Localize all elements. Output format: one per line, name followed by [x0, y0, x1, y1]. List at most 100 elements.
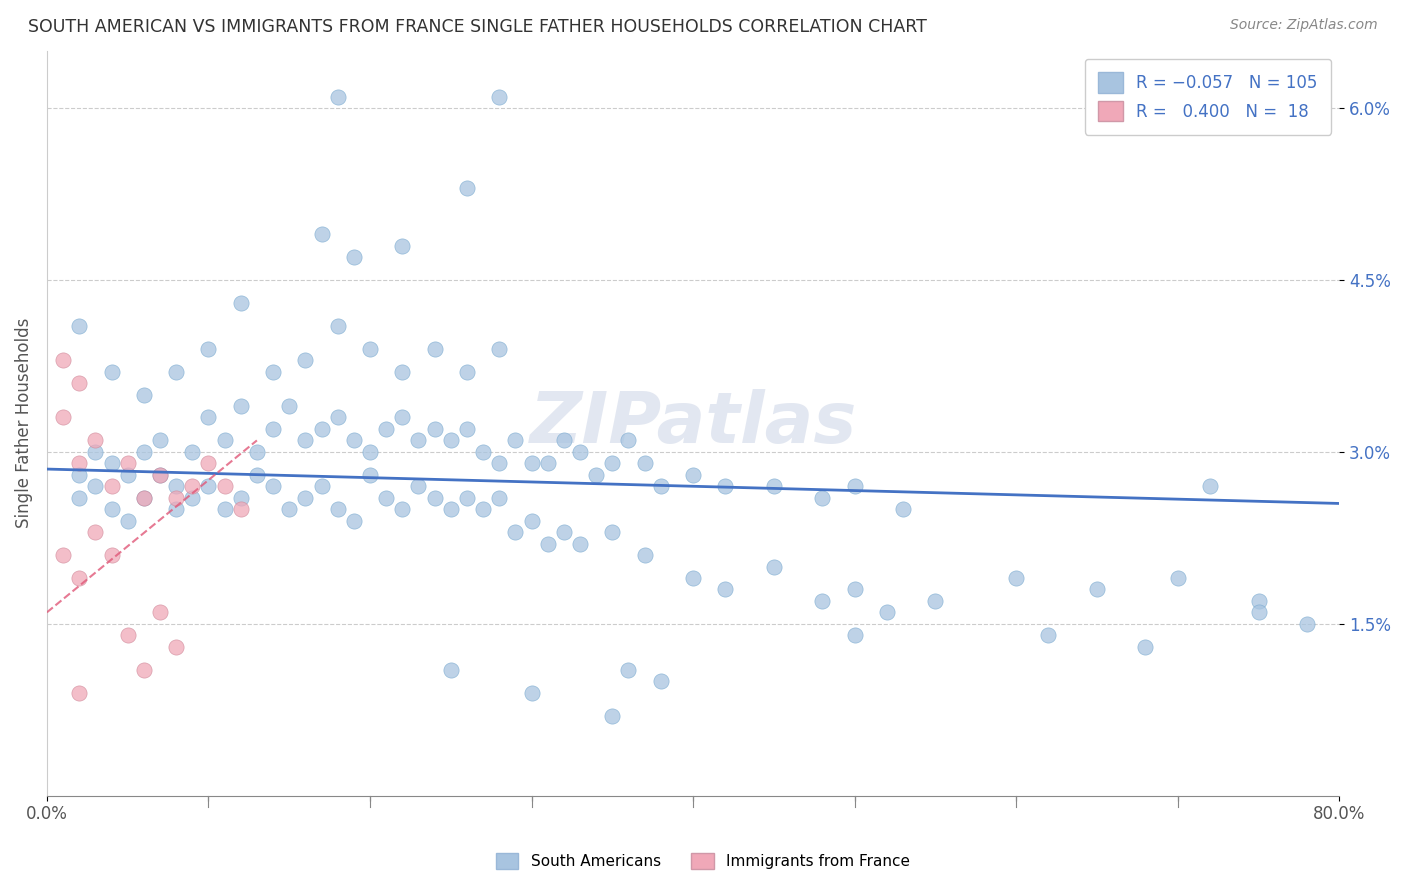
Point	[343, 514, 366, 528]
Point	[505, 525, 527, 540]
Point	[84, 525, 107, 540]
Point	[440, 434, 463, 448]
Point	[569, 536, 592, 550]
Point	[67, 376, 90, 390]
Point	[714, 582, 737, 597]
Point	[1199, 479, 1222, 493]
Point	[488, 342, 510, 356]
Point	[262, 422, 284, 436]
Point	[375, 422, 398, 436]
Point	[149, 605, 172, 619]
Point	[165, 479, 187, 493]
Point	[391, 410, 413, 425]
Point	[181, 491, 204, 505]
Point	[132, 491, 155, 505]
Point	[149, 467, 172, 482]
Point	[100, 502, 122, 516]
Point	[278, 502, 301, 516]
Point	[67, 491, 90, 505]
Point	[359, 467, 381, 482]
Point	[326, 89, 349, 103]
Point	[132, 445, 155, 459]
Point	[117, 456, 139, 470]
Point	[650, 479, 672, 493]
Point	[811, 594, 834, 608]
Point	[505, 434, 527, 448]
Point	[117, 467, 139, 482]
Point	[52, 548, 75, 562]
Point	[311, 227, 333, 241]
Point	[1135, 640, 1157, 654]
Point	[456, 422, 478, 436]
Point	[294, 434, 316, 448]
Point	[391, 502, 413, 516]
Point	[311, 422, 333, 436]
Point	[149, 467, 172, 482]
Point	[67, 467, 90, 482]
Point	[84, 445, 107, 459]
Point	[294, 353, 316, 368]
Point	[359, 445, 381, 459]
Point	[456, 491, 478, 505]
Point	[617, 663, 640, 677]
Point	[84, 434, 107, 448]
Point	[520, 514, 543, 528]
Point	[165, 640, 187, 654]
Point	[326, 318, 349, 333]
Point	[67, 685, 90, 699]
Text: ZIPatlas: ZIPatlas	[530, 389, 856, 458]
Point	[100, 456, 122, 470]
Point	[246, 445, 269, 459]
Point	[67, 318, 90, 333]
Point	[100, 365, 122, 379]
Point	[520, 685, 543, 699]
Point	[423, 422, 446, 436]
Point	[132, 663, 155, 677]
Point	[67, 456, 90, 470]
Point	[762, 559, 785, 574]
Point	[423, 342, 446, 356]
Point	[229, 491, 252, 505]
Point	[100, 548, 122, 562]
Point	[181, 445, 204, 459]
Point	[67, 571, 90, 585]
Point	[197, 479, 219, 493]
Point	[456, 181, 478, 195]
Point	[149, 434, 172, 448]
Point	[117, 514, 139, 528]
Point	[52, 410, 75, 425]
Point	[553, 434, 575, 448]
Text: Source: ZipAtlas.com: Source: ZipAtlas.com	[1230, 18, 1378, 32]
Point	[117, 628, 139, 642]
Point	[52, 353, 75, 368]
Point	[197, 410, 219, 425]
Point	[714, 479, 737, 493]
Point	[924, 594, 946, 608]
Point	[359, 342, 381, 356]
Point	[197, 342, 219, 356]
Point	[343, 250, 366, 264]
Point	[600, 456, 623, 470]
Point	[520, 456, 543, 470]
Legend: South Americans, Immigrants from France: South Americans, Immigrants from France	[489, 847, 917, 875]
Point	[650, 674, 672, 689]
Point	[633, 548, 655, 562]
Point	[488, 491, 510, 505]
Point	[844, 479, 866, 493]
Point	[633, 456, 655, 470]
Point	[488, 89, 510, 103]
Point	[682, 467, 704, 482]
Point	[165, 491, 187, 505]
Point	[165, 365, 187, 379]
Point	[1038, 628, 1060, 642]
Point	[132, 387, 155, 401]
Point	[311, 479, 333, 493]
Point	[229, 502, 252, 516]
Point	[1005, 571, 1028, 585]
Point	[408, 479, 430, 493]
Point	[488, 456, 510, 470]
Point	[600, 708, 623, 723]
Point	[423, 491, 446, 505]
Point	[343, 434, 366, 448]
Point	[165, 502, 187, 516]
